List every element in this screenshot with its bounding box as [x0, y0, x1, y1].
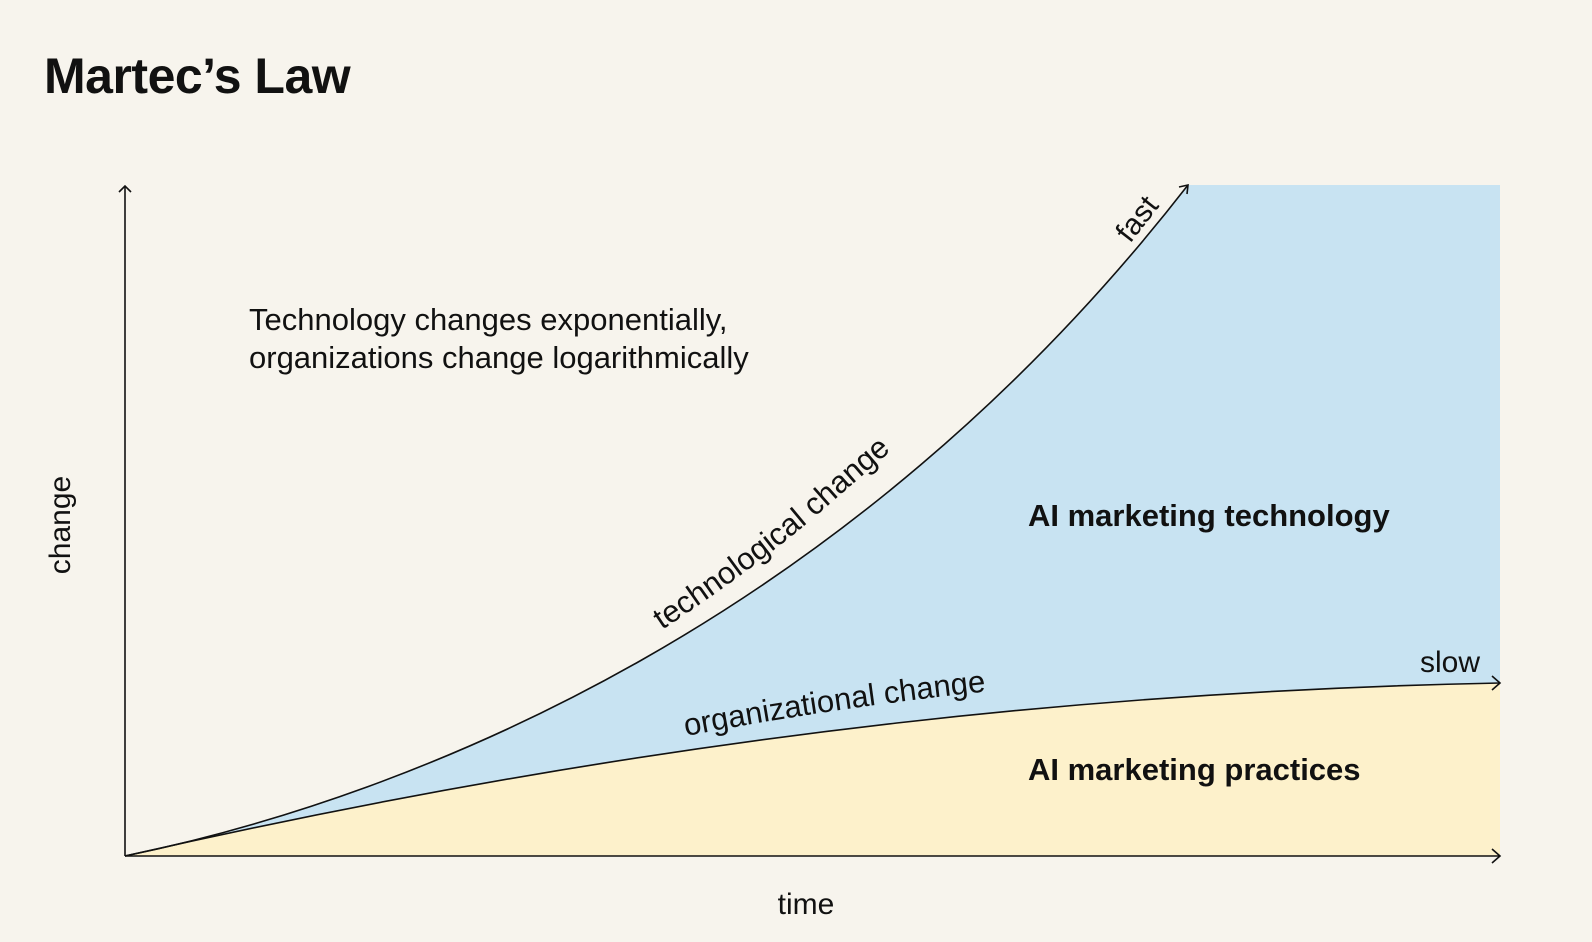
y-axis-label: change [44, 476, 77, 574]
organization-curve-arrowhead [1491, 675, 1502, 691]
technology-curve-arrowhead [1178, 183, 1189, 195]
page-title: Martec’s Law [44, 48, 351, 104]
organization-curve [124, 682, 1501, 857]
organization-end-label: slow [1420, 646, 1480, 679]
description-line-2: organizations change logarithmically [249, 340, 749, 375]
technology-curve [124, 184, 1189, 857]
y-axis-arrowhead [118, 184, 132, 193]
description-line-1: Technology changes exponentially, [249, 302, 728, 337]
x-axis-arrowhead [1491, 848, 1502, 864]
practices-region-label: AI marketing practices [1028, 752, 1361, 787]
technology-region-label: AI marketing technology [1028, 498, 1390, 533]
technology-region [125, 185, 1500, 856]
x-axis-label: time [778, 888, 835, 921]
practices-region [125, 683, 1500, 856]
